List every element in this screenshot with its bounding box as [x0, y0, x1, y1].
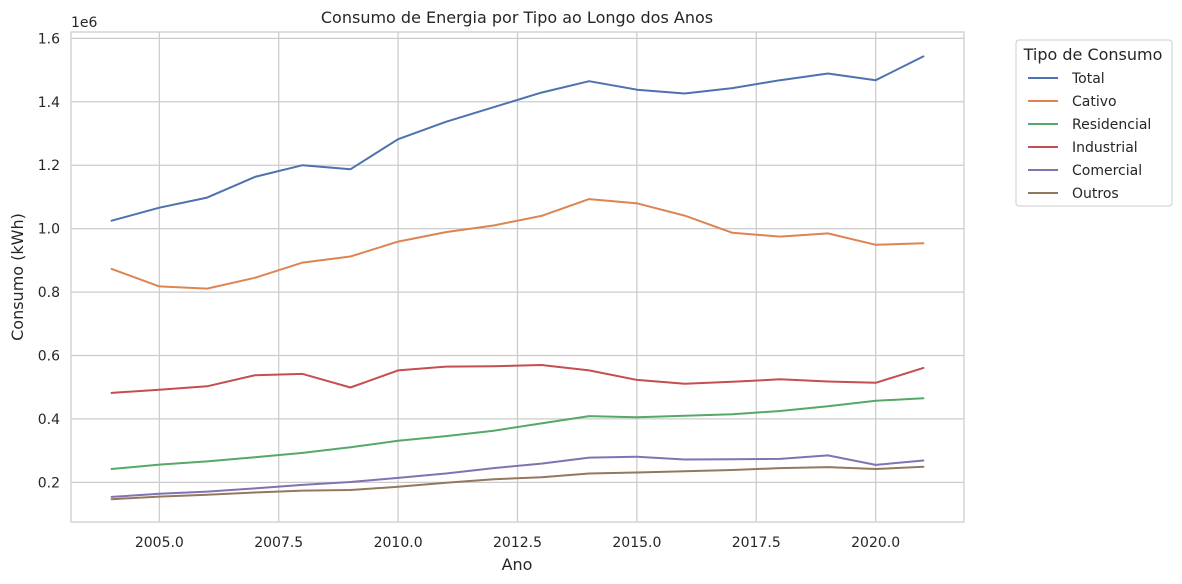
chart-title: Consumo de Energia por Tipo ao Longo dos… — [321, 8, 713, 27]
series-line-cativo — [110, 198, 925, 290]
x-tick-label: 2012.5 — [493, 535, 542, 551]
x-tick-label: 2020.0 — [851, 535, 900, 551]
x-tick-label: 2015.0 — [612, 535, 661, 551]
legend-items: Total Cativo Residencial Industrial Comercia… — [1028, 71, 1151, 202]
legend-label: Total — [1071, 71, 1105, 87]
legend-label: Comercial — [1072, 163, 1142, 179]
series-line-total — [110, 55, 925, 222]
y-tick-label: 0.4 — [38, 412, 60, 428]
series-line-comercial — [110, 454, 925, 498]
y-tick-label: 1.0 — [38, 222, 60, 238]
x-tick-label: 2010.0 — [374, 535, 423, 551]
series-lines — [110, 55, 925, 501]
y-offset-label: 1e6 — [71, 15, 98, 31]
grid — [71, 32, 964, 522]
legend-label: Outros — [1072, 186, 1119, 202]
plot-frame — [70, 31, 965, 523]
legend-box — [1015, 39, 1173, 207]
y-tick-label: 0.6 — [38, 348, 60, 364]
x-tick-label: 2005.0 — [135, 535, 184, 551]
series-line-residencial — [110, 397, 925, 470]
x-axis-ticks: 2005.0 2007.5 2010.0 2012.5 2015.0 2017.5 2020… — [135, 535, 900, 551]
legend: Tipo de Consumo Total Cativo Residencial In… — [1015, 39, 1173, 207]
legend-label: Cativo — [1072, 94, 1117, 110]
series-line-outros — [110, 465, 925, 501]
x-axis-label: Ano — [502, 555, 533, 574]
series-line-industrial — [110, 364, 925, 394]
y-tick-label: 1.2 — [38, 158, 60, 174]
y-tick-label: 1.6 — [38, 31, 60, 47]
y-tick-label: 0.8 — [38, 285, 60, 301]
y-axis-label: Consumo (kWh) — [8, 213, 27, 341]
x-tick-label: 2017.5 — [732, 535, 781, 551]
x-tick-label: 2007.5 — [254, 535, 303, 551]
y-tick-label: 1.4 — [38, 95, 60, 111]
legend-title: Tipo de Consumo — [1023, 45, 1163, 64]
y-axis-ticks: 0.2 0.4 0.6 0.8 1.0 1.2 1.4 1.6 — [38, 31, 60, 491]
y-tick-label: 0.2 — [38, 475, 60, 491]
legend-label: Industrial — [1072, 140, 1138, 156]
legend-label: Residencial — [1072, 117, 1151, 133]
